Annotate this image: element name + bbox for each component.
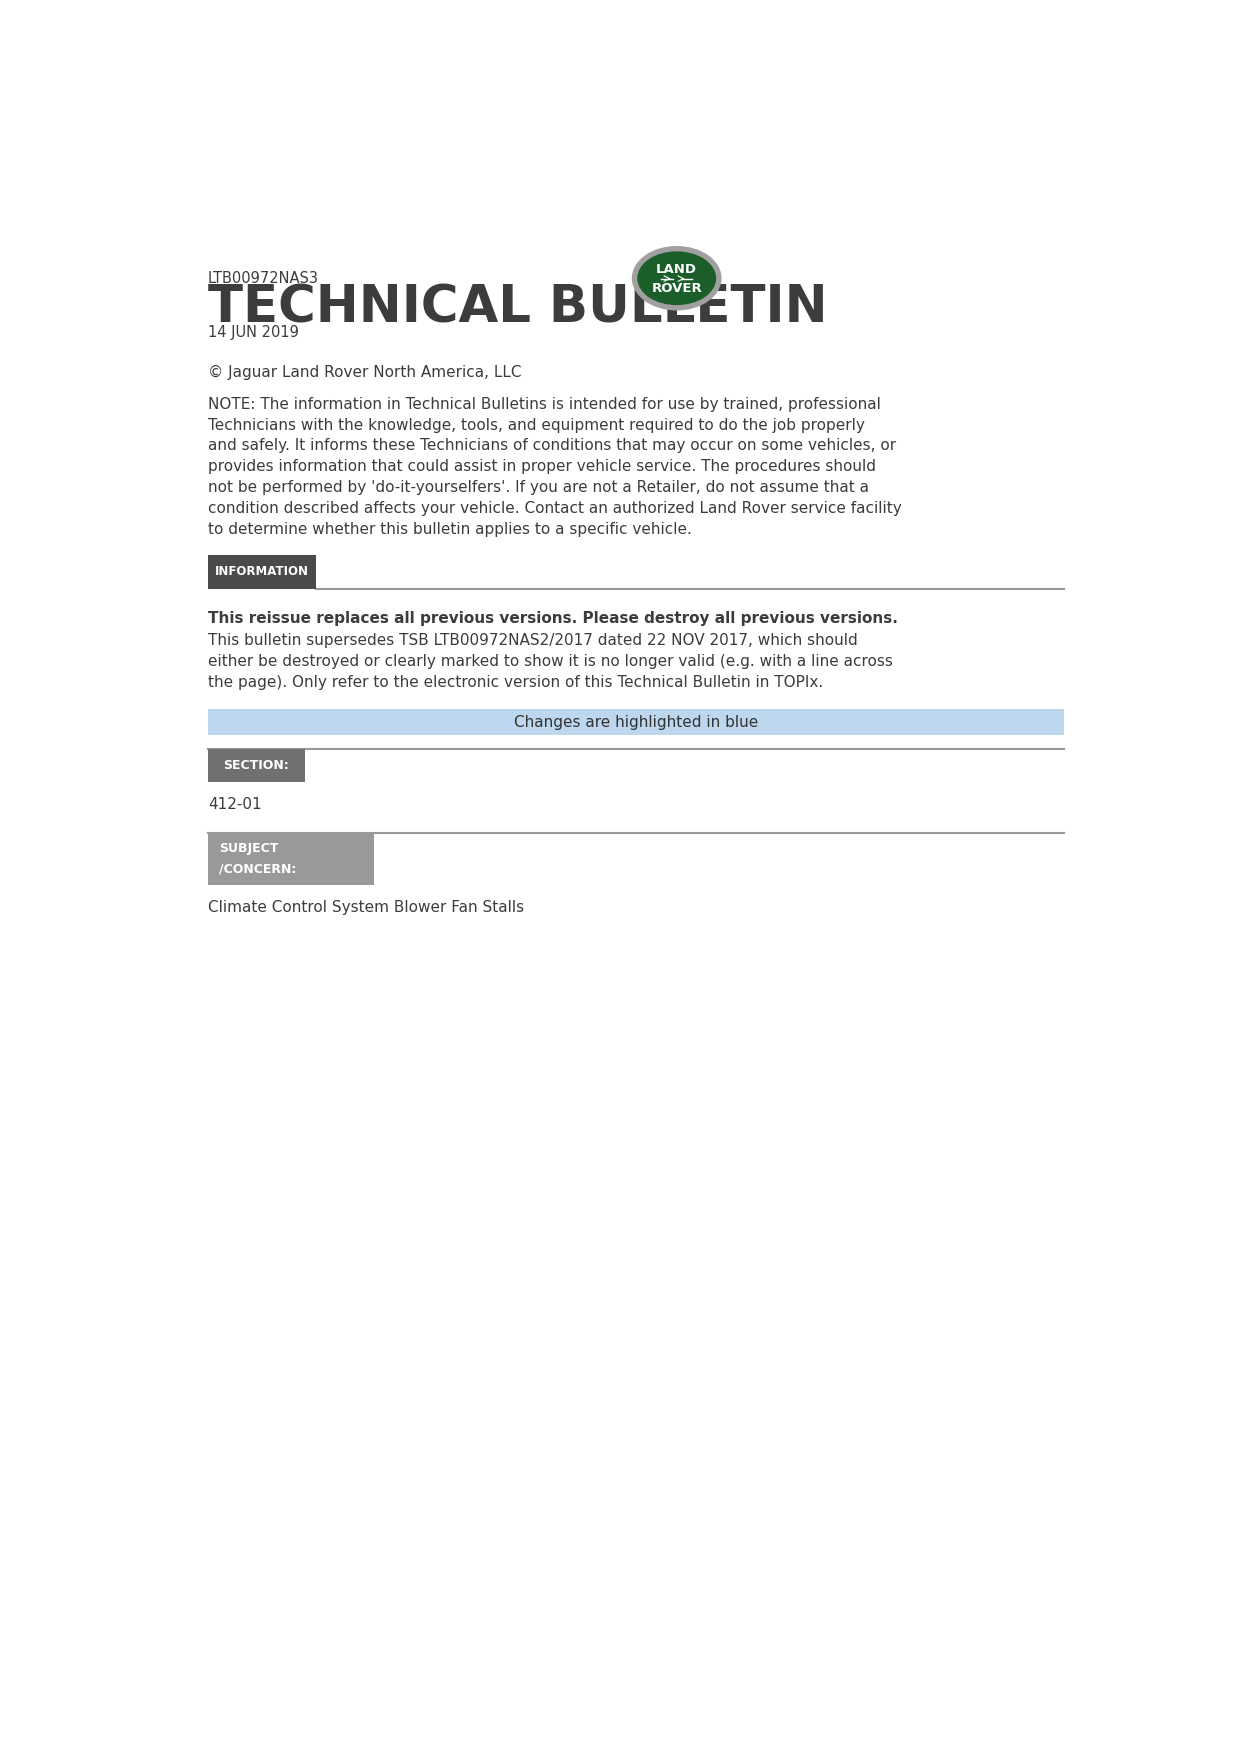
Text: either be destroyed or clearly marked to show it is no longer valid (e.g. with a: either be destroyed or clearly marked to… bbox=[207, 654, 892, 668]
Ellipse shape bbox=[633, 247, 721, 310]
Text: 14 JUN 2019: 14 JUN 2019 bbox=[207, 324, 299, 340]
Text: and safely. It informs these Technicians of conditions that may occur on some ve: and safely. It informs these Technicians… bbox=[207, 438, 896, 453]
Text: 412-01: 412-01 bbox=[207, 798, 262, 812]
FancyBboxPatch shape bbox=[207, 833, 375, 886]
Ellipse shape bbox=[638, 253, 716, 305]
Text: NOTE: The information in Technical Bulletins is intended for use by trained, pro: NOTE: The information in Technical Bulle… bbox=[207, 396, 881, 412]
Text: the page). Only refer to the electronic version of this Technical Bulletin in TO: the page). Only refer to the electronic … bbox=[207, 675, 823, 689]
Text: This reissue replaces all previous versions. Please destroy all previous version: This reissue replaces all previous versi… bbox=[207, 610, 897, 626]
Text: SUBJECT
/CONCERN:: SUBJECT /CONCERN: bbox=[220, 842, 297, 875]
FancyBboxPatch shape bbox=[207, 709, 1065, 735]
FancyBboxPatch shape bbox=[207, 554, 316, 589]
FancyBboxPatch shape bbox=[207, 749, 305, 782]
Text: SECTION:: SECTION: bbox=[223, 759, 289, 772]
Text: TECHNICAL BULLETIN: TECHNICAL BULLETIN bbox=[207, 284, 828, 333]
Text: provides information that could assist in proper vehicle service. The procedures: provides information that could assist i… bbox=[207, 460, 876, 474]
Text: LAND: LAND bbox=[656, 263, 697, 277]
Text: Climate Control System Blower Fan Stalls: Climate Control System Blower Fan Stalls bbox=[207, 900, 524, 916]
Text: to determine whether this bulletin applies to a specific vehicle.: to determine whether this bulletin appli… bbox=[207, 521, 691, 537]
Text: INFORMATION: INFORMATION bbox=[215, 565, 309, 579]
Text: © Jaguar Land Rover North America, LLC: © Jaguar Land Rover North America, LLC bbox=[207, 365, 521, 381]
Text: condition described affects your vehicle. Contact an authorized Land Rover servi: condition described affects your vehicle… bbox=[207, 502, 901, 516]
Text: Technicians with the knowledge, tools, and equipment required to do the job prop: Technicians with the knowledge, tools, a… bbox=[207, 417, 865, 433]
Text: LTB00972NAS3: LTB00972NAS3 bbox=[207, 270, 319, 286]
Text: not be performed by 'do-it-yourselfers'. If you are not a Retailer, do not assum: not be performed by 'do-it-yourselfers'.… bbox=[207, 481, 869, 495]
Text: Changes are highlighted in blue: Changes are highlighted in blue bbox=[514, 714, 758, 730]
Text: This bulletin supersedes TSB LTB00972NAS2/2017 dated 22 NOV 2017, which should: This bulletin supersedes TSB LTB00972NAS… bbox=[207, 633, 858, 649]
Text: ROVER: ROVER bbox=[652, 282, 702, 295]
